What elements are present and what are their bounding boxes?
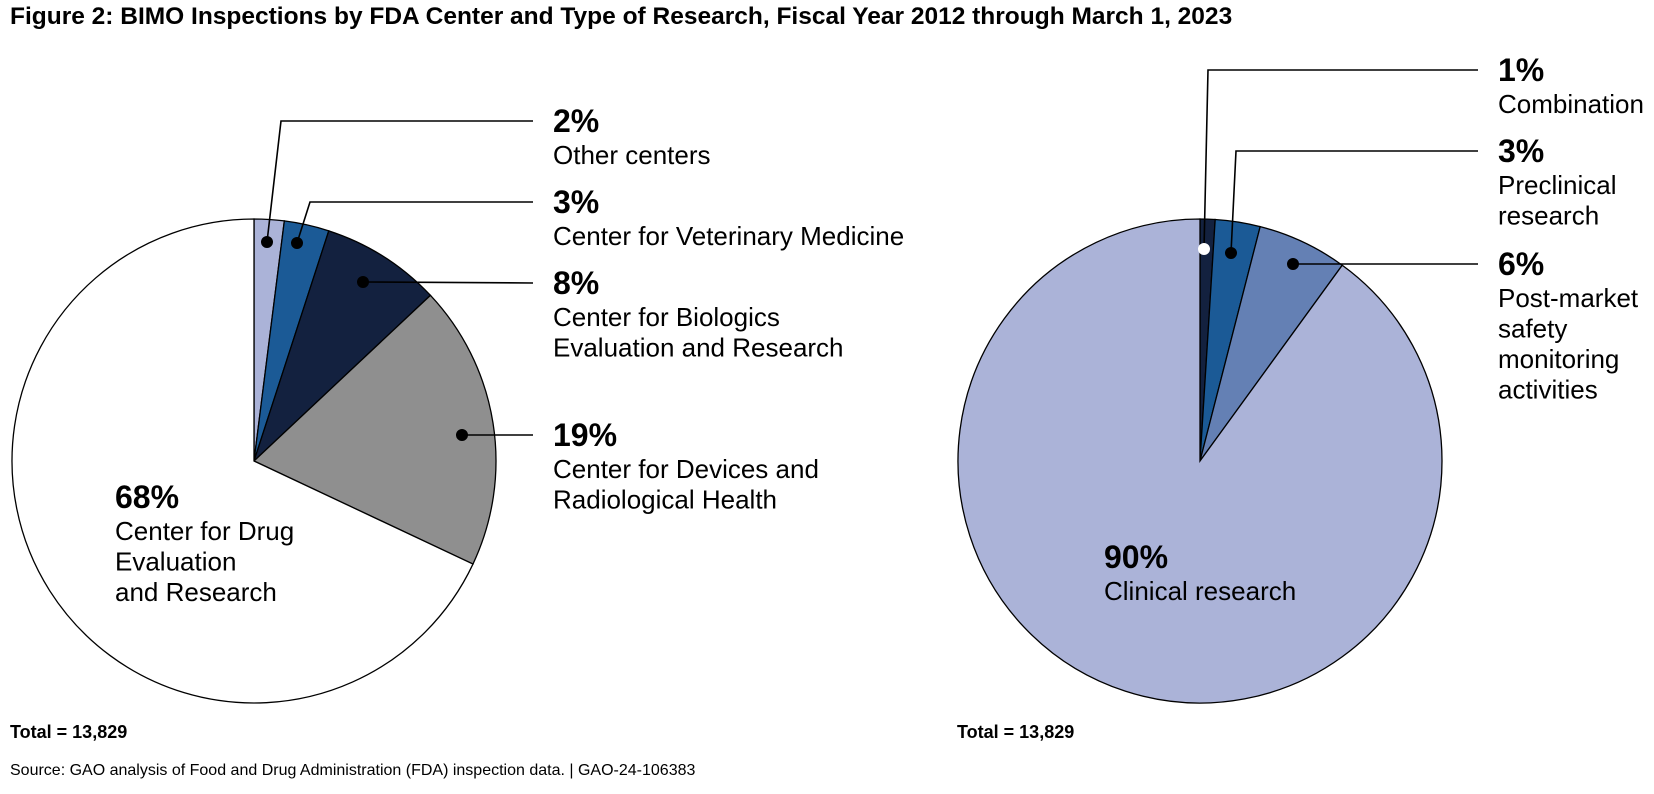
leader-line bbox=[1203, 69, 1478, 250]
leader-dot bbox=[261, 236, 273, 248]
slice-percent-label: 19% bbox=[553, 417, 617, 453]
leader-dot bbox=[1287, 258, 1299, 270]
slice-percent-label: 68% bbox=[115, 479, 179, 515]
pie-slice bbox=[252, 294, 497, 565]
slice-category-label: monitoring bbox=[1498, 344, 1619, 374]
pie-chart-1: 2%Other centers 3%Center for Veterinary M… bbox=[11, 103, 904, 704]
leader-line bbox=[266, 120, 533, 243]
source-note: Source: GAO analysis of Food and Drug Ad… bbox=[10, 762, 696, 779]
slice-category-label: Preclinical bbox=[1498, 170, 1617, 200]
slice-category-label: Post-market bbox=[1498, 283, 1639, 313]
leader-line bbox=[362, 281, 534, 284]
slice-category-label: Radiological Health bbox=[553, 485, 777, 515]
slice-percent-label: 3% bbox=[1498, 133, 1544, 169]
slice-category-label: and Research bbox=[115, 577, 277, 607]
slice-percent-label: 3% bbox=[553, 184, 599, 220]
leader-dot bbox=[357, 276, 369, 288]
slice-category-label: Center for Biologics bbox=[553, 302, 780, 332]
slice-percent-label: 6% bbox=[1498, 246, 1544, 282]
total-label-left: Total = 13,829 bbox=[10, 722, 128, 742]
slice-category-label: Clinical research bbox=[1104, 576, 1296, 606]
leader-line bbox=[296, 201, 533, 244]
slice-category-label: Combination bbox=[1498, 89, 1644, 119]
slice-category-label: activities bbox=[1498, 375, 1598, 405]
total-label-right: Total = 13,829 bbox=[957, 722, 1075, 742]
slice-percent-label: 1% bbox=[1498, 52, 1544, 88]
leader-line bbox=[1230, 150, 1478, 254]
slice-category-label: Evaluation bbox=[115, 547, 236, 577]
leader-dot bbox=[1225, 247, 1237, 259]
slice-category-label: safety bbox=[1498, 314, 1567, 344]
slice-category-label: Center for Drug bbox=[115, 516, 294, 546]
slice-category-label: Center for Veterinary Medicine bbox=[553, 221, 904, 251]
slice-category-label: research bbox=[1498, 201, 1599, 231]
pie-slice bbox=[11, 218, 474, 704]
slice-category-label: Other centers bbox=[553, 140, 711, 170]
leader-dot bbox=[456, 429, 468, 441]
slice-percent-label: 8% bbox=[553, 265, 599, 301]
slice-category-label: Center for Devices and bbox=[553, 454, 819, 484]
figure-title: Figure 2: BIMO Inspections by FDA Center… bbox=[10, 3, 1233, 30]
slice-category-label: Evaluation and Research bbox=[553, 333, 844, 363]
pie-slice bbox=[253, 230, 432, 462]
pie-slice bbox=[957, 218, 1443, 704]
leader-dot bbox=[291, 237, 303, 249]
slice-percent-label: 2% bbox=[553, 103, 599, 139]
leader-dot bbox=[1198, 243, 1210, 255]
slice-percent-label: 90% bbox=[1104, 539, 1168, 575]
